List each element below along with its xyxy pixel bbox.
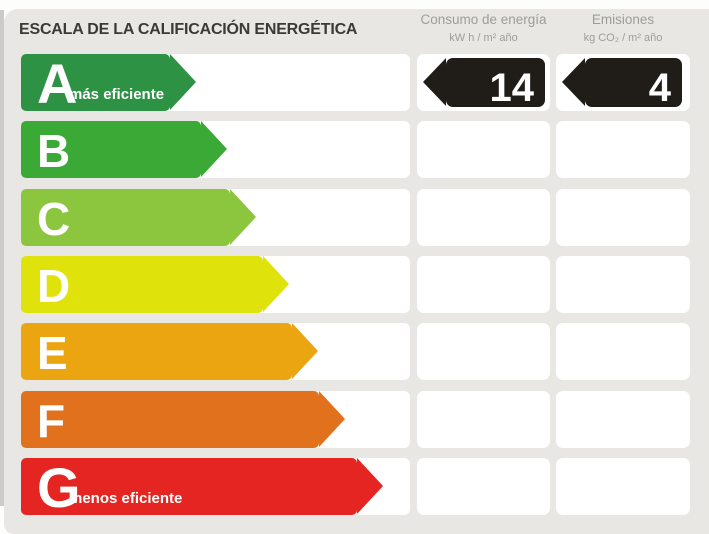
- rating-row-b: B: [0, 121, 709, 178]
- rating-row-f: F: [0, 391, 709, 448]
- emisiones-value-badge: 4: [562, 58, 682, 110]
- rating-letter: E: [37, 326, 68, 379]
- rating-row-g: G menos eficiente: [0, 458, 709, 515]
- column-header-emisiones: Emisiones kg CO₂ / m² año: [556, 12, 690, 44]
- consumo-value: 14: [489, 65, 535, 110]
- emisiones-value: 4: [648, 65, 671, 110]
- emisiones-cell: [556, 458, 690, 515]
- emisiones-cell: [556, 323, 690, 380]
- page-edge: [0, 10, 4, 506]
- rating-arrow-d: D: [21, 256, 289, 313]
- rating-row-e: E: [0, 323, 709, 380]
- consumo-unit: kW h / m² año: [449, 31, 518, 44]
- consumo-cell: [417, 256, 550, 313]
- consumo-value-badge: 14: [423, 58, 545, 110]
- consumo-cell: [417, 121, 550, 178]
- emisiones-cell: [556, 189, 690, 246]
- emisiones-label: Emisiones: [591, 12, 655, 27]
- rating-letter: C: [37, 192, 71, 245]
- rating-arrow-c: C: [21, 189, 256, 246]
- consumo-cell: [417, 323, 550, 380]
- rating-arrow-g: G menos eficiente: [21, 455, 383, 519]
- rating-arrow-b: B: [21, 121, 227, 178]
- rating-arrow-f: F: [21, 391, 345, 448]
- consumo-cell: [417, 189, 550, 246]
- consumo-label: Consumo de energía: [420, 12, 547, 27]
- consumo-cell: [417, 391, 550, 448]
- emisiones-cell: [556, 121, 690, 178]
- page-title: ESCALA DE LA CALIFICACIÓN ENERGÉTICA: [19, 21, 358, 38]
- rating-row-a: A más eficiente 14 4: [0, 54, 709, 111]
- rating-arrow-a: A más eficiente: [21, 51, 196, 115]
- column-header-consumo: Consumo de energía kW h / m² año: [417, 12, 550, 44]
- emisiones-cell: [556, 256, 690, 313]
- rating-letter: D: [37, 259, 71, 312]
- rating-letter: G: [37, 455, 81, 519]
- rating-letter: F: [37, 394, 66, 447]
- rating-letter: B: [37, 124, 71, 177]
- emisiones-cell: [556, 391, 690, 448]
- consumo-cell: [417, 458, 550, 515]
- rating-row-c: C: [0, 189, 709, 246]
- rating-label: menos eficiente: [69, 490, 183, 507]
- rating-arrow-e: E: [21, 323, 318, 380]
- rating-letter: A: [37, 51, 78, 115]
- rating-label: más eficiente: [69, 86, 165, 103]
- rating-row-d: D: [0, 256, 709, 313]
- emisiones-unit: kg CO₂ / m² año: [583, 31, 663, 44]
